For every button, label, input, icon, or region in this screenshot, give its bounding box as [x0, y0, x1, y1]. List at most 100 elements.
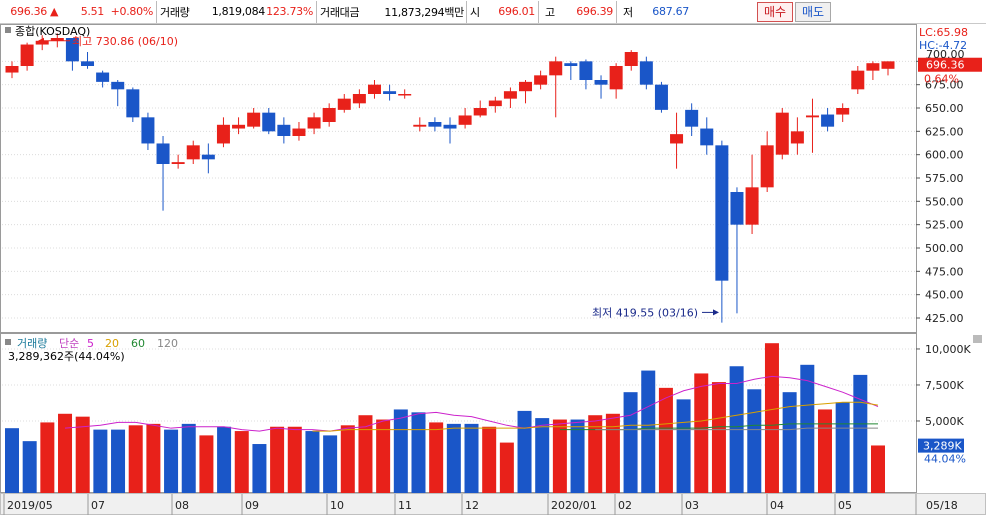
quote-bar: 696.36 ▲ 5.51 +0.80% 거래량 1,819,084 123.7… — [0, 0, 986, 24]
candle-body — [670, 134, 684, 144]
candle-body — [262, 112, 276, 132]
volume-bar — [535, 418, 550, 493]
volume-ma-20 — [312, 401, 879, 432]
price-axis-tick-label: 600.00 — [925, 149, 964, 162]
volume-bar — [482, 426, 497, 493]
candle-body — [428, 122, 442, 127]
price-axis-tick-label: 425.00 — [925, 312, 964, 325]
price-axis-tick-label: 475.00 — [925, 265, 964, 278]
price-axis-tick-label: 650.00 — [925, 102, 964, 115]
x-axis-tick-label: 12 — [465, 499, 479, 512]
ma-period-label: 5 — [87, 337, 94, 350]
candle-body — [337, 98, 351, 110]
candle-body — [549, 61, 563, 76]
volume-bar — [464, 423, 479, 493]
open-label: 시 — [470, 5, 480, 19]
candle-body — [790, 131, 804, 144]
price-axis-tick-label: 450.00 — [925, 289, 964, 302]
open-value: 696.01 — [498, 5, 535, 18]
candle-body — [821, 114, 835, 127]
candle-body — [745, 187, 759, 225]
low-label: 저 — [623, 5, 633, 19]
price-axis-tick-label: 625.00 — [925, 125, 964, 138]
candle-body — [458, 115, 472, 125]
candle-body — [126, 89, 140, 118]
current-price-pct: 0.64% — [924, 73, 959, 86]
volume-axis-tick-label: 7,500K — [925, 379, 964, 392]
amount-label: 거래대금 — [320, 5, 360, 19]
candle-body — [398, 94, 412, 96]
volume-bar — [22, 441, 37, 493]
candle-body — [579, 61, 593, 80]
volume-bar — [694, 373, 709, 493]
price-axis-tick-label: 575.00 — [925, 172, 964, 185]
volume-value: 1,819,084 — [211, 5, 266, 18]
candle-body — [186, 145, 200, 160]
current-price: 696.36 — [10, 5, 47, 18]
price-panel-title: 종합(KOSDAQ) — [15, 25, 90, 38]
candle-body — [534, 75, 548, 85]
candle-body — [624, 52, 638, 66]
volume-bar — [747, 389, 762, 493]
volume-bar — [58, 413, 73, 493]
volume-bar — [146, 423, 161, 493]
candle-body — [367, 84, 381, 94]
volume-bar — [835, 402, 850, 493]
max-price-annotation: 최고 730.86 (06/10) — [72, 35, 178, 48]
candle-body — [715, 145, 729, 281]
volume-bar — [871, 445, 885, 493]
candle-body — [141, 117, 155, 144]
panel-menu-icon[interactable] — [5, 27, 11, 33]
volume-bar — [234, 431, 249, 493]
candle-body — [20, 44, 34, 66]
price-volume-chart[interactable]: 700.00 675.00 650.00 625.00 600.00 575.00 550.… — [0, 24, 986, 515]
candle-body — [851, 70, 865, 90]
volume-bar — [358, 415, 373, 493]
volume-label: 거래량 — [160, 5, 190, 19]
price-axis-tick-label: 525.00 — [925, 219, 964, 232]
current-volume-pct: 44.04% — [924, 453, 966, 466]
candle-body — [292, 128, 306, 136]
volume-bar — [111, 429, 126, 493]
x-axis-tick-label: 04 — [770, 499, 784, 512]
candle-body — [730, 192, 744, 225]
right-arrow-icon — [713, 309, 719, 316]
volume-bar — [676, 399, 691, 493]
volume-axis-tick-label: 5,000K — [925, 415, 964, 428]
candle-body — [352, 94, 366, 104]
high-value: 696.39 — [576, 5, 613, 18]
volume-bar — [411, 412, 426, 493]
x-axis-tick-label: 05 — [838, 499, 852, 512]
candle-body — [111, 81, 125, 90]
current-price-tag — [918, 57, 982, 72]
volume-bar — [270, 426, 285, 493]
volume-ma-5 — [64, 375, 879, 432]
volume-bar — [552, 419, 567, 493]
candle-body — [609, 66, 623, 90]
candle-body — [594, 80, 608, 85]
candle-body — [881, 61, 895, 69]
volume-bar — [853, 374, 868, 493]
candle-body — [65, 38, 79, 62]
current-volume-tag-value: 3,289K — [923, 440, 962, 453]
current-price-tag-value: 696.36 — [926, 59, 965, 72]
buy-button[interactable]: 매수 — [757, 2, 794, 22]
left-arrow-icon — [38, 37, 44, 44]
volume-bar — [340, 425, 355, 493]
x-axis-tick-label: 07 — [91, 499, 105, 512]
candle-body — [685, 109, 699, 127]
sell-button[interactable]: 매도 — [795, 2, 832, 22]
volume-bar — [287, 426, 302, 493]
volume-axis-tick-label: 10,000K — [925, 343, 971, 356]
candle-body — [277, 124, 291, 136]
volume-bar — [93, 429, 108, 493]
volume-panel-title: 거래량 — [17, 337, 47, 350]
ma-label: 단순 — [59, 337, 79, 350]
volume-bar — [800, 364, 815, 493]
candle-body — [473, 108, 487, 116]
panel-resize-icon[interactable] — [973, 335, 982, 343]
candle-body — [805, 115, 819, 118]
volume-panel-menu-icon[interactable] — [5, 339, 11, 345]
price-axis-tick-label: 500.00 — [925, 242, 964, 255]
candle-body — [81, 61, 95, 66]
